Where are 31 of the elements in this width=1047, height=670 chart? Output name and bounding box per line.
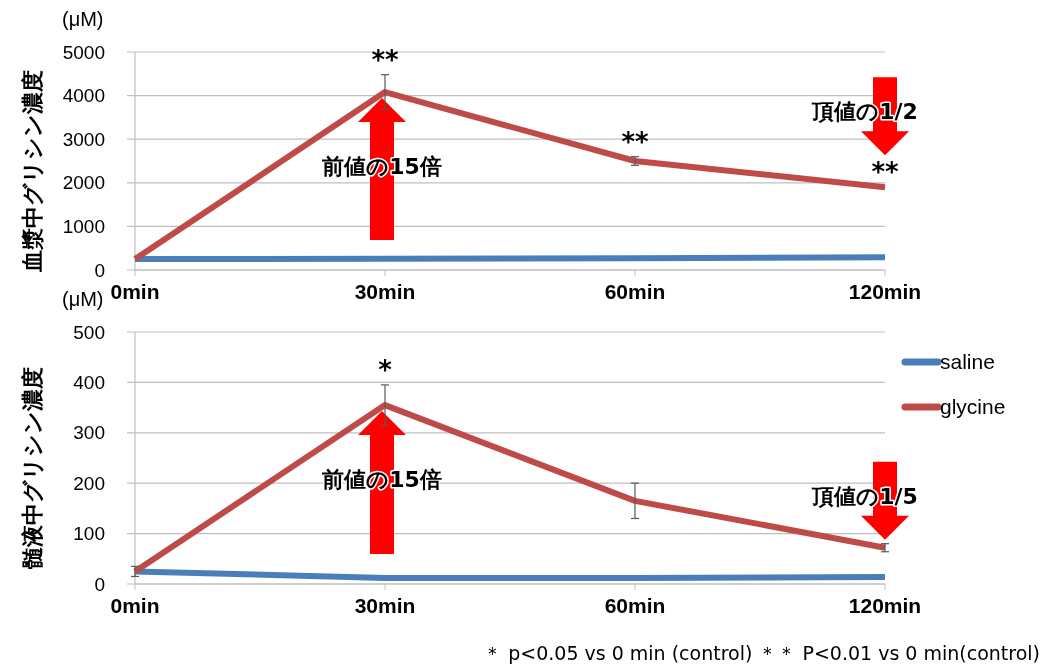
x-tick-label: 30min	[354, 280, 416, 303]
annotation: **	[871, 157, 899, 188]
x-tick-label: 30min	[354, 594, 416, 617]
annotation: *	[378, 354, 393, 385]
text: ＊ p<0.05 vs 0 min (control) ＊＊ P<0.01 vs 0 min(control)	[483, 642, 1040, 664]
annotation: **	[621, 126, 649, 157]
y-tick-label: 500	[73, 321, 105, 343]
y-tick-label: 400	[73, 372, 105, 394]
x-tick-label: 120min	[848, 280, 922, 303]
y-tick-label: 1000	[62, 216, 105, 238]
x-tick-label: 60min	[604, 280, 666, 303]
legend-label: saline	[940, 350, 995, 374]
x-tick-label: 0min	[110, 594, 160, 617]
annotation: **	[371, 44, 399, 75]
y-tick-label: 200	[73, 472, 105, 494]
y-tick-label: 4000	[62, 85, 105, 107]
y-tick-label: 0	[94, 259, 105, 281]
x-tick-label: 60min	[604, 594, 666, 617]
y-tick-label: 300	[73, 422, 105, 444]
legend-label: glycine	[940, 395, 1006, 419]
x-tick-label: 0min	[110, 280, 160, 303]
x-tick-label: 120min	[848, 594, 922, 617]
text: (μM)	[62, 288, 104, 310]
y-axis-title: 血漿中グリシン濃度	[20, 70, 45, 273]
y-tick-label: 0	[94, 573, 105, 595]
y-tick-label: 2000	[62, 172, 105, 194]
y-tick-label: 100	[73, 523, 105, 545]
y-tick-label: 3000	[62, 128, 105, 150]
y-tick-label: 5000	[62, 41, 105, 63]
text: (μM)	[62, 8, 104, 30]
y-axis-title: 髄液中グリシン濃度	[20, 367, 45, 569]
